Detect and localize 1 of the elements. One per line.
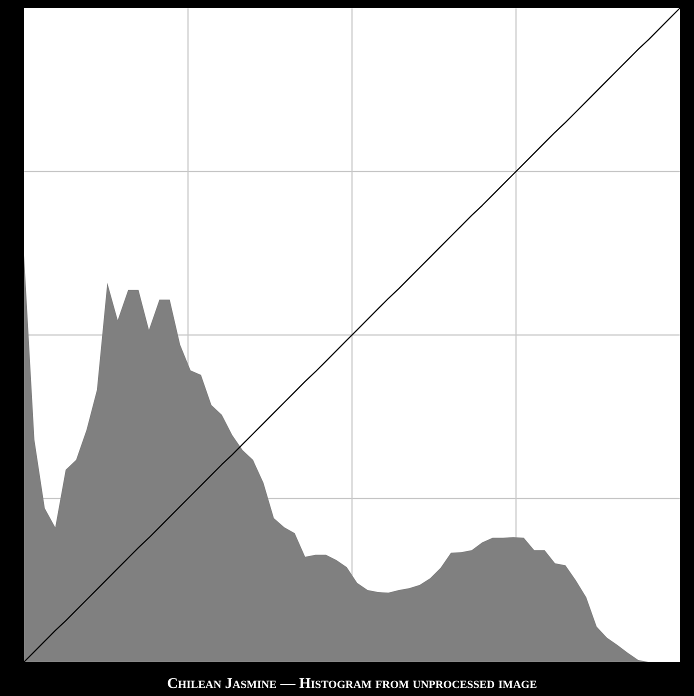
text: Chilean Jasmine — Histogram from unprocessed image bbox=[167, 676, 537, 692]
